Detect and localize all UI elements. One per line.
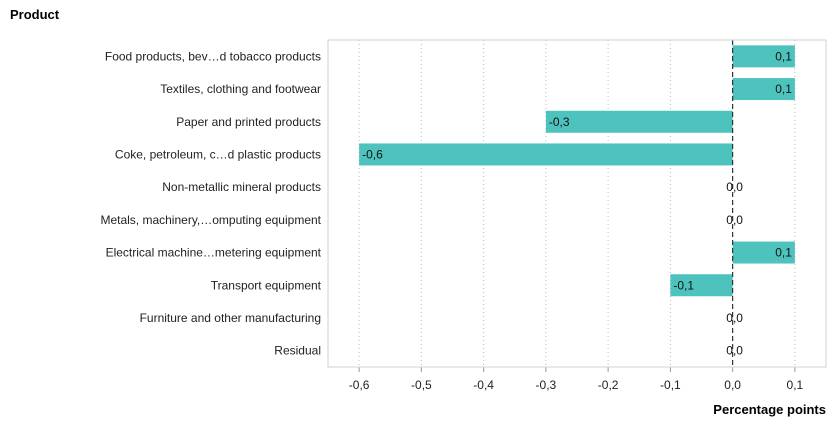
x-tick-label: -0,3 (536, 378, 557, 392)
data-label: -0,3 (549, 115, 570, 129)
x-tick-labels: -0,6 -0,5 -0,4 -0,3 -0,2 -0,1 0,0 0,1 (349, 378, 804, 392)
category-label: Furniture and other manufacturing (140, 311, 321, 325)
bar (732, 241, 795, 264)
category-label: Non-metallic mineral products (162, 180, 321, 194)
plot-border (327, 39, 827, 368)
category-labels: Food products, bev…d tobacco products Tex… (100, 49, 321, 357)
x-tick-label: -0,1 (660, 378, 681, 392)
data-label: -0,6 (362, 147, 383, 161)
gridlines (358, 40, 796, 372)
category-label: Transport equipment (211, 278, 322, 292)
data-label: 0,0 (726, 213, 743, 227)
bar (359, 143, 733, 166)
x-tick-label: 0,0 (724, 378, 741, 392)
data-label: 0,1 (775, 49, 792, 63)
x-tick-label: 0,1 (787, 378, 804, 392)
bar (732, 78, 795, 101)
data-label: 0,1 (775, 82, 792, 96)
plot-frame (327, 39, 827, 368)
x-tick-label: -0,5 (411, 378, 432, 392)
data-label: -0,1 (673, 278, 694, 292)
x-axis-title: Percentage points (713, 402, 826, 417)
bar (545, 110, 733, 133)
category-label: Residual (274, 344, 321, 358)
chart-title: Product (10, 7, 60, 22)
x-tick-label: -0,4 (473, 378, 494, 392)
data-label: 0,0 (726, 311, 743, 325)
category-label: Metals, machinery,…omputing equipment (100, 213, 321, 227)
category-label: Paper and printed products (176, 115, 321, 129)
category-label: Electrical machine…metering equipment (106, 246, 322, 260)
data-labels: 0,1 0,1 -0,3 -0,6 0,0 0,0 0,1 -0,1 0,0 0,0 (362, 49, 792, 357)
bar (732, 45, 795, 68)
category-label: Coke, petroleum, c…d plastic products (115, 147, 321, 161)
data-label: 0,1 (775, 246, 792, 260)
x-tick-label: -0,6 (349, 378, 370, 392)
bar (670, 274, 733, 297)
data-label: 0,0 (726, 180, 743, 194)
data-label: 0,0 (726, 344, 743, 358)
bars (359, 45, 795, 297)
x-tick-label: -0,2 (598, 378, 619, 392)
category-label: Food products, bev…d tobacco products (105, 49, 321, 63)
category-label: Textiles, clothing and footwear (160, 82, 321, 96)
